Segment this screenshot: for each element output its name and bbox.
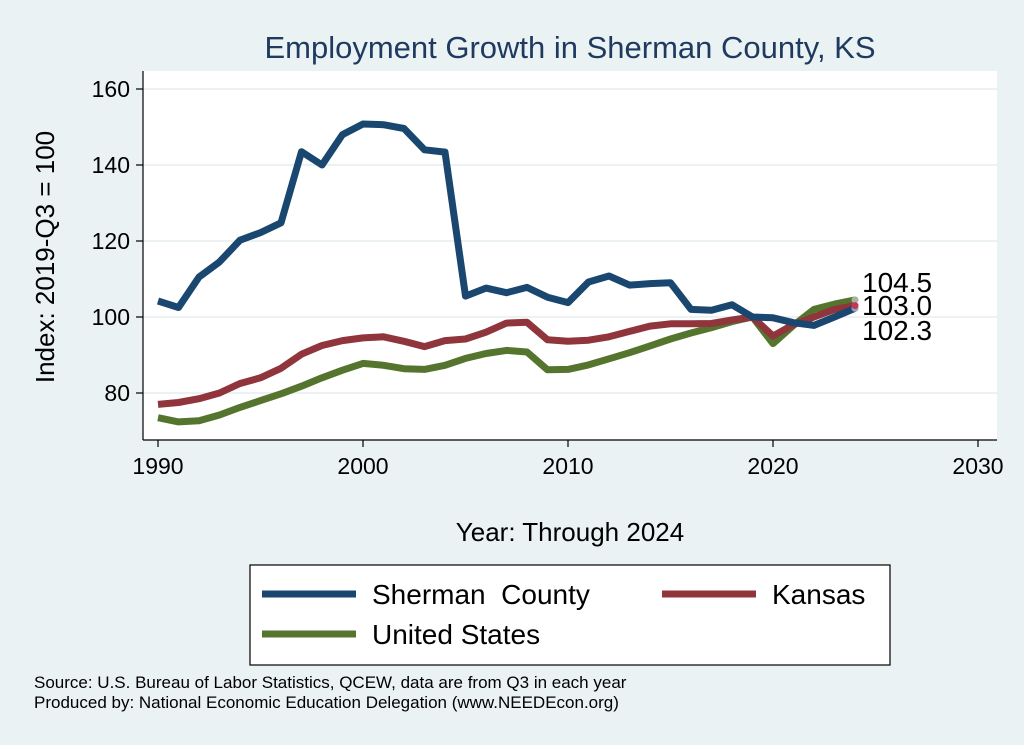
plot-area bbox=[143, 71, 997, 440]
source-note: Source: U.S. Bureau of Labor Statistics,… bbox=[34, 673, 627, 692]
y-tick-label-120: 120 bbox=[92, 228, 130, 254]
y-ticks: 80 100 120 140 160 bbox=[92, 76, 143, 406]
legend: Sherman County Kansas United States bbox=[249, 564, 891, 666]
y-tick-label-80: 80 bbox=[104, 380, 130, 406]
x-tick-label-1990: 1990 bbox=[132, 453, 183, 479]
end-label-united-states: 104.5 bbox=[862, 267, 932, 298]
x-tick-label-2020: 2020 bbox=[747, 453, 798, 479]
series-line-kansas bbox=[157, 302, 856, 408]
end-markers bbox=[851, 296, 859, 312]
y-tick-label-100: 100 bbox=[92, 304, 130, 330]
x-tick-label-2010: 2010 bbox=[542, 453, 593, 479]
y-axis-label: Index: 2019-Q3 = 100 bbox=[30, 131, 60, 383]
end-label-sherman-county: 102.3 bbox=[862, 315, 932, 346]
producer-note: Produced by: National Economic Education… bbox=[34, 693, 619, 712]
gridlines bbox=[143, 88, 997, 394]
legend-label-kansas: Kansas bbox=[772, 579, 865, 610]
end-label-kansas: 103.0 bbox=[862, 290, 932, 321]
end-marker-united-states bbox=[851, 296, 859, 304]
chart-title: Employment Growth in Sherman County, KS bbox=[264, 30, 875, 65]
x-axis-label: Year: Through 2024 bbox=[456, 517, 684, 547]
x-tick-label-2030: 2030 bbox=[952, 453, 1003, 479]
legend-label-sherman: Sherman County bbox=[372, 579, 590, 610]
series-lines bbox=[156, 120, 857, 426]
series-line-sherman-county bbox=[156, 120, 857, 329]
axes bbox=[142, 71, 997, 441]
legend-box bbox=[249, 564, 891, 666]
x-ticks: 1990 2000 2010 2020 2030 bbox=[132, 440, 1004, 479]
legend-label-united-states: United States bbox=[372, 619, 540, 650]
y-tick-label-140: 140 bbox=[92, 152, 130, 178]
x-tick-label-2000: 2000 bbox=[337, 453, 388, 479]
y-tick-label-160: 160 bbox=[92, 76, 130, 102]
end-marker-kansas bbox=[851, 302, 859, 310]
